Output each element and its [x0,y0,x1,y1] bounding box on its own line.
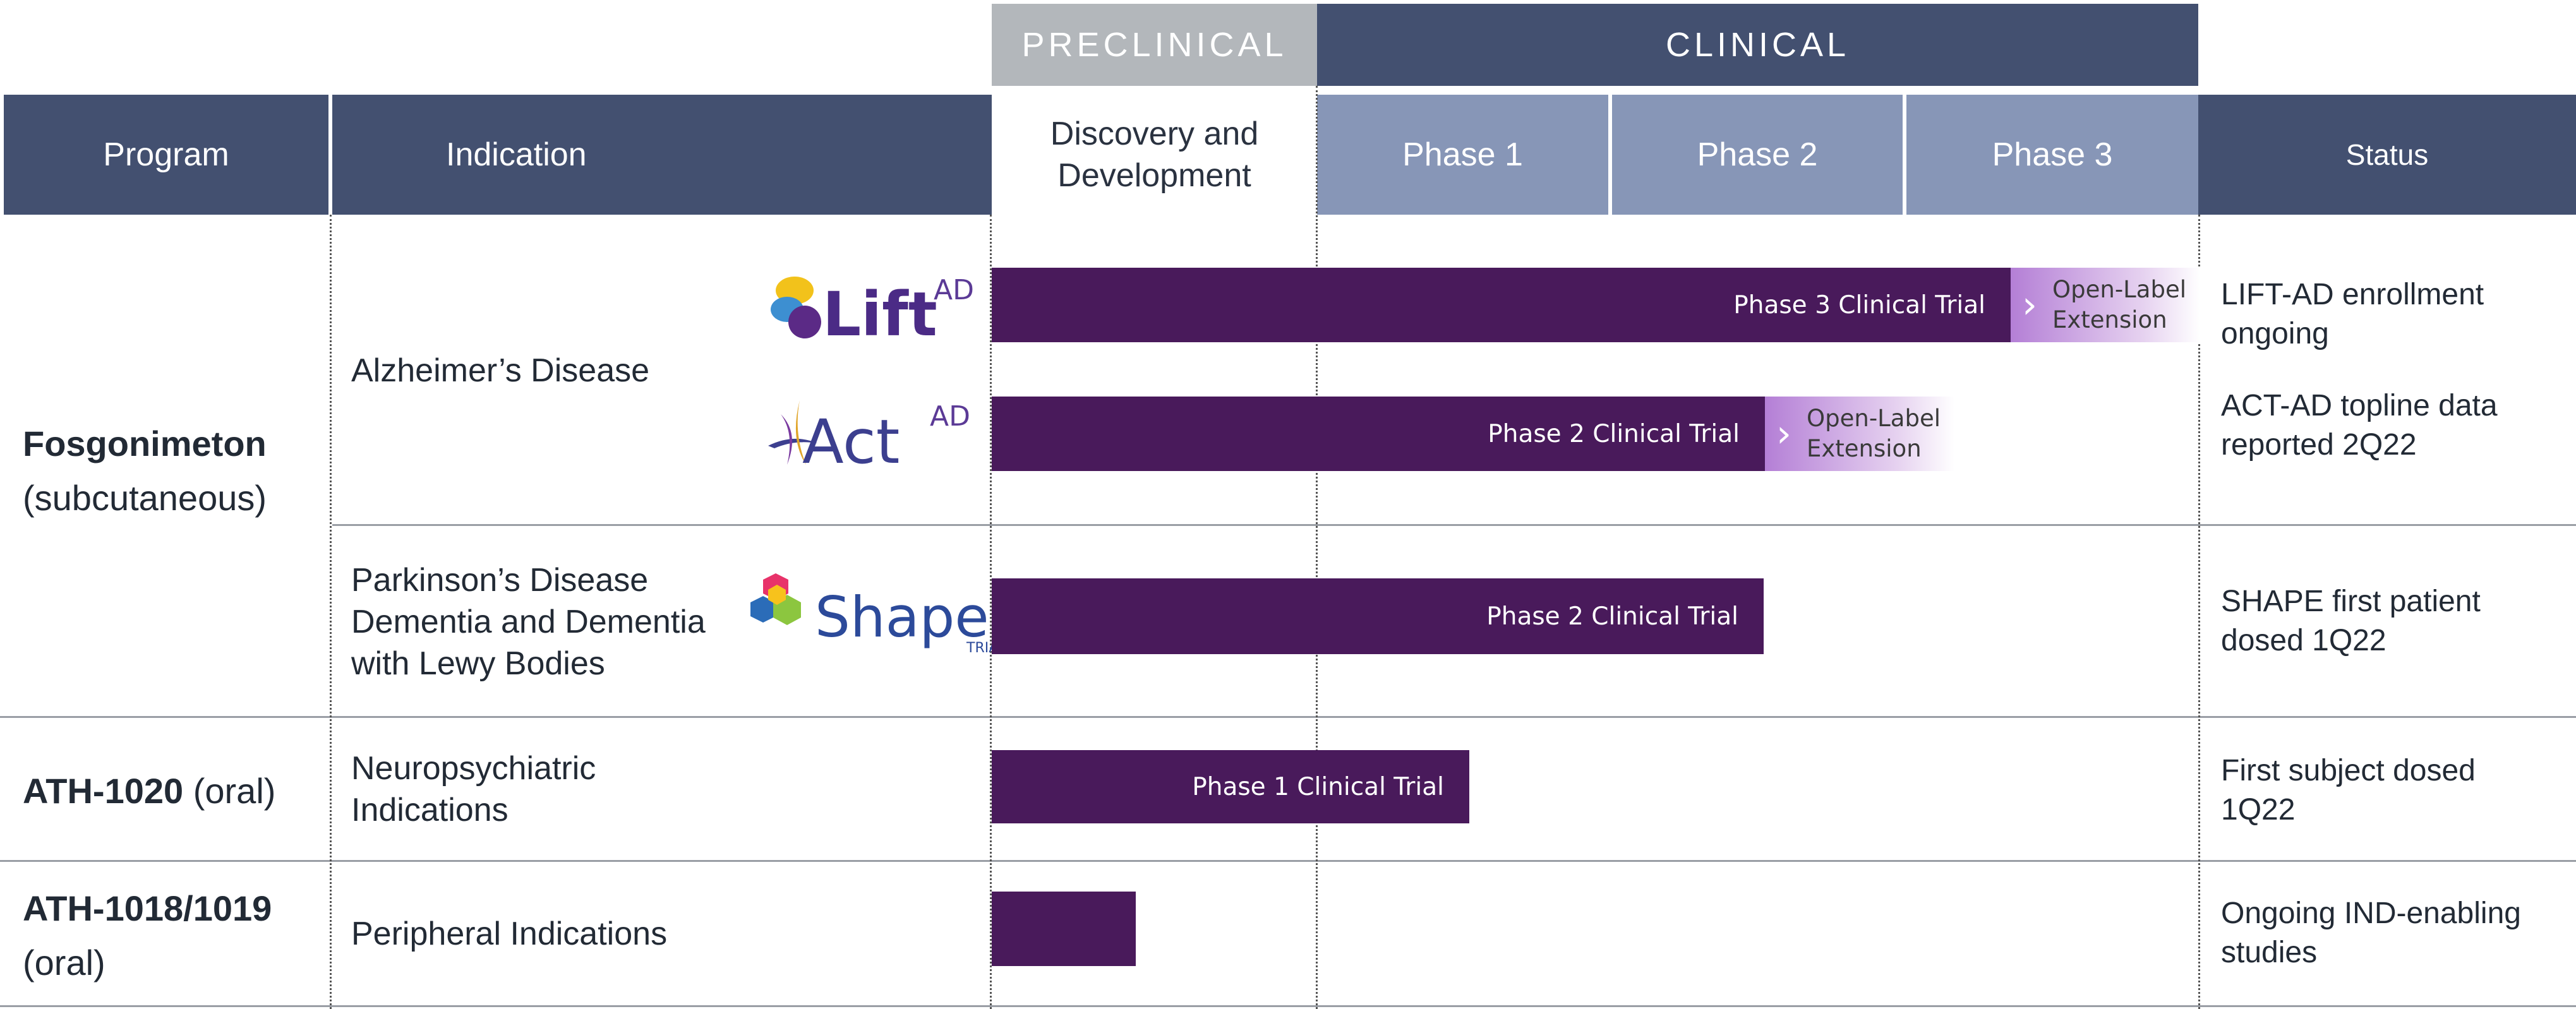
shape-hexagons-icon [750,573,801,625]
header-phase-3: Phase 3 [1906,95,2198,215]
row-divider-ath1020-ath1018 [0,860,2576,862]
shape-logo-text: Shape [815,585,989,650]
status-ath-1020: First subject dosed 1Q22 [2221,751,2476,830]
shape-trial-label: Phase 2 Clinical Trial [1486,602,1738,631]
header-status: Status [2198,95,2576,215]
chevron-right-icon: › [1776,412,1791,456]
program-name: Fosgonimeton [23,424,267,463]
status-line: studies [2221,936,2318,969]
chevron-right-icon: › [2022,283,2037,327]
header-discovery: Discovery and Development [992,95,1317,215]
lift-butterfly-icon [771,277,821,338]
status-line: ACT-AD topline data [2221,389,2498,422]
indication-line: Indications [351,792,509,828]
indication-neuropsychiatric: Neuropsychiatric Indications [351,748,596,831]
row-divider-fosgo-ath1020 [0,716,2576,718]
status-line: 1Q22 [2221,793,2296,827]
program-route: (oral) [193,771,276,811]
header-program: Program [4,95,328,215]
extension-line: Extension [1807,435,1922,462]
status-line: SHAPE first patient [2221,585,2481,618]
act-logo-sup: AD [930,400,970,433]
status-line: reported 2Q22 [2221,428,2417,462]
header-discovery-line2: Development [1057,157,1251,194]
ath-1020-trial-label: Phase 1 Clinical Trial [1192,772,1444,801]
status-shape: SHAPE first patient dosed 1Q22 [2221,582,2481,660]
indication-peripheral: Peripheral Indications [351,916,668,952]
lift-ad-extension: › Open-Label Extension [2011,268,2200,342]
program-name: ATH-1018/1019 [23,888,272,928]
act-ad-extension: › Open-Label Extension [1765,397,1954,471]
act-star-icon [768,400,817,465]
preclinical-band: PRECLINICAL [992,4,1317,86]
divider-indication-discovery [990,215,992,1009]
extension-line: Open-Label [2052,276,2186,303]
status-ath-1018-1019: Ongoing IND-enabling studies [2221,894,2521,972]
program-ath-1018-1019: ATH-1018/1019 (oral) [23,881,272,990]
indication-parkinsons: Parkinson’s Disease Dementia and Dementi… [351,559,706,684]
program-ath-1020: ATH-1020 (oral) [23,764,275,818]
status-line: Ongoing IND-enabling [2221,897,2521,930]
clinical-band: CLINICAL [1317,4,2198,86]
indication-line: Parkinson’s Disease [351,562,649,599]
status-line: dosed 1Q22 [2221,624,2386,657]
ath-1020-trial-bar: Phase 1 Clinical Trial [992,750,1469,823]
lift-ad-trial-label: Phase 3 Clinical Trial [1733,290,1985,319]
act-ad-trial-bar: Phase 2 Clinical Trial [992,397,1765,471]
extension-line: Open-Label [1807,405,1941,432]
program-route: (oral) [23,943,105,982]
divider-program-indication [330,215,332,1009]
lift-ad-trial-bar: Phase 3 Clinical Trial [992,268,2011,342]
status-act-ad: ACT-AD topline data reported 2Q22 [2221,386,2498,465]
row-divider-alz-pd [332,524,2576,526]
program-route: (subcutaneous) [23,478,267,518]
indication-line: Dementia and Dementia [351,604,706,640]
header-indication: Indication [332,95,992,215]
act-logo-text: Act [802,407,900,477]
lift-ad-logo: Lift AD [768,265,983,350]
act-ad-trial-label: Phase 2 Clinical Trial [1488,419,1740,448]
divider-preclinical-clinical [1316,86,1318,1009]
header-phase-1: Phase 1 [1317,95,1608,215]
header-indication-label: Indication [446,136,587,173]
indication-line: Neuropsychiatric [351,750,596,787]
lift-logo-sup: AD [934,274,974,306]
table-bottom-border [0,1005,2576,1007]
indication-alzheimers: Alzheimer’s Disease [351,352,650,389]
program-name: ATH-1020 [23,771,184,811]
indication-line: with Lewy Bodies [351,645,605,682]
status-line: First subject dosed [2221,754,2476,787]
header-phase-2: Phase 2 [1612,95,1903,215]
shape-trial-logo: Shape TRIAL [749,566,1006,660]
header-discovery-line1: Discovery and [1050,116,1259,152]
ath-1018-1019-bar [992,892,1136,966]
extension-line: Extension [2052,306,2167,333]
program-fosgonimeton: Fosgonimeton (subcutaneous) [23,417,267,525]
status-line: ongoing [2221,317,2329,350]
status-lift-ad: LIFT-AD enrollment ongoing [2221,275,2484,354]
lift-logo-text: Lift [822,279,937,350]
divider-phase3-status [2198,215,2200,1009]
status-line: LIFT-AD enrollment [2221,278,2484,311]
act-ad-logo: Act AD [762,395,977,477]
shape-trial-bar: Phase 2 Clinical Trial [992,578,1764,654]
